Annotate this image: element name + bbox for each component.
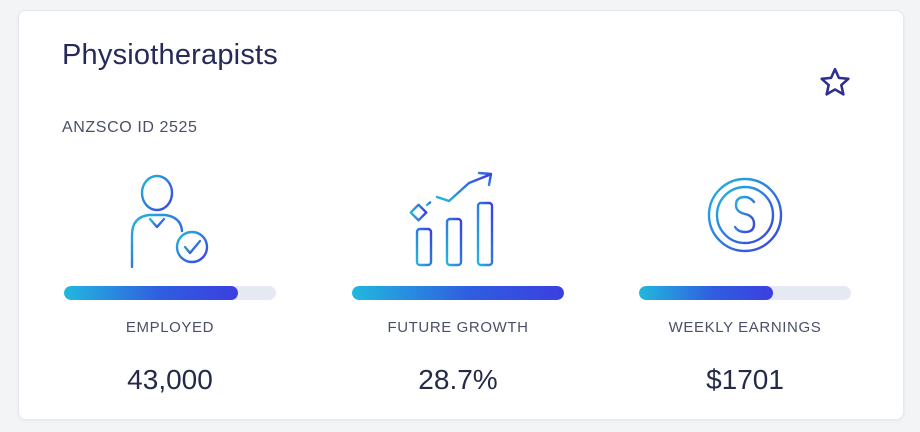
weekly-earnings-label: WEEKLY EARNINGS xyxy=(668,319,822,336)
future-growth-bar xyxy=(352,286,564,300)
future-growth-bar-fill xyxy=(352,286,564,300)
stat-employed: EMPLOYED 43,000 xyxy=(64,171,276,401)
weekly-earnings-bar xyxy=(639,286,851,300)
anzsco-id: ANZSCO ID 2525 xyxy=(62,119,198,136)
dollar-circle-icon xyxy=(707,177,783,253)
growth-chart-icon xyxy=(409,171,494,267)
future-growth-label: FUTURE GROWTH xyxy=(387,319,529,336)
star-icon[interactable] xyxy=(817,65,853,101)
employed-bar-fill xyxy=(64,286,238,300)
occupation-title: Physiotherapists xyxy=(62,39,278,71)
occupation-card: Physiotherapists ANZSCO ID 2525 xyxy=(18,10,904,420)
employed-value: 43,000 xyxy=(127,364,213,395)
future-growth-value: 28.7% xyxy=(418,364,498,395)
employed-bar xyxy=(64,286,276,300)
weekly-earnings-value: $1701 xyxy=(706,364,784,395)
person-check-icon xyxy=(130,174,209,269)
stat-weekly-earnings: WEEKLY EARNINGS $1701 xyxy=(639,171,851,401)
employed-label: EMPLOYED xyxy=(125,319,215,336)
weekly-earnings-bar-fill xyxy=(639,286,773,300)
stat-future-growth: FUTURE GROWTH 28.7% xyxy=(352,171,564,401)
